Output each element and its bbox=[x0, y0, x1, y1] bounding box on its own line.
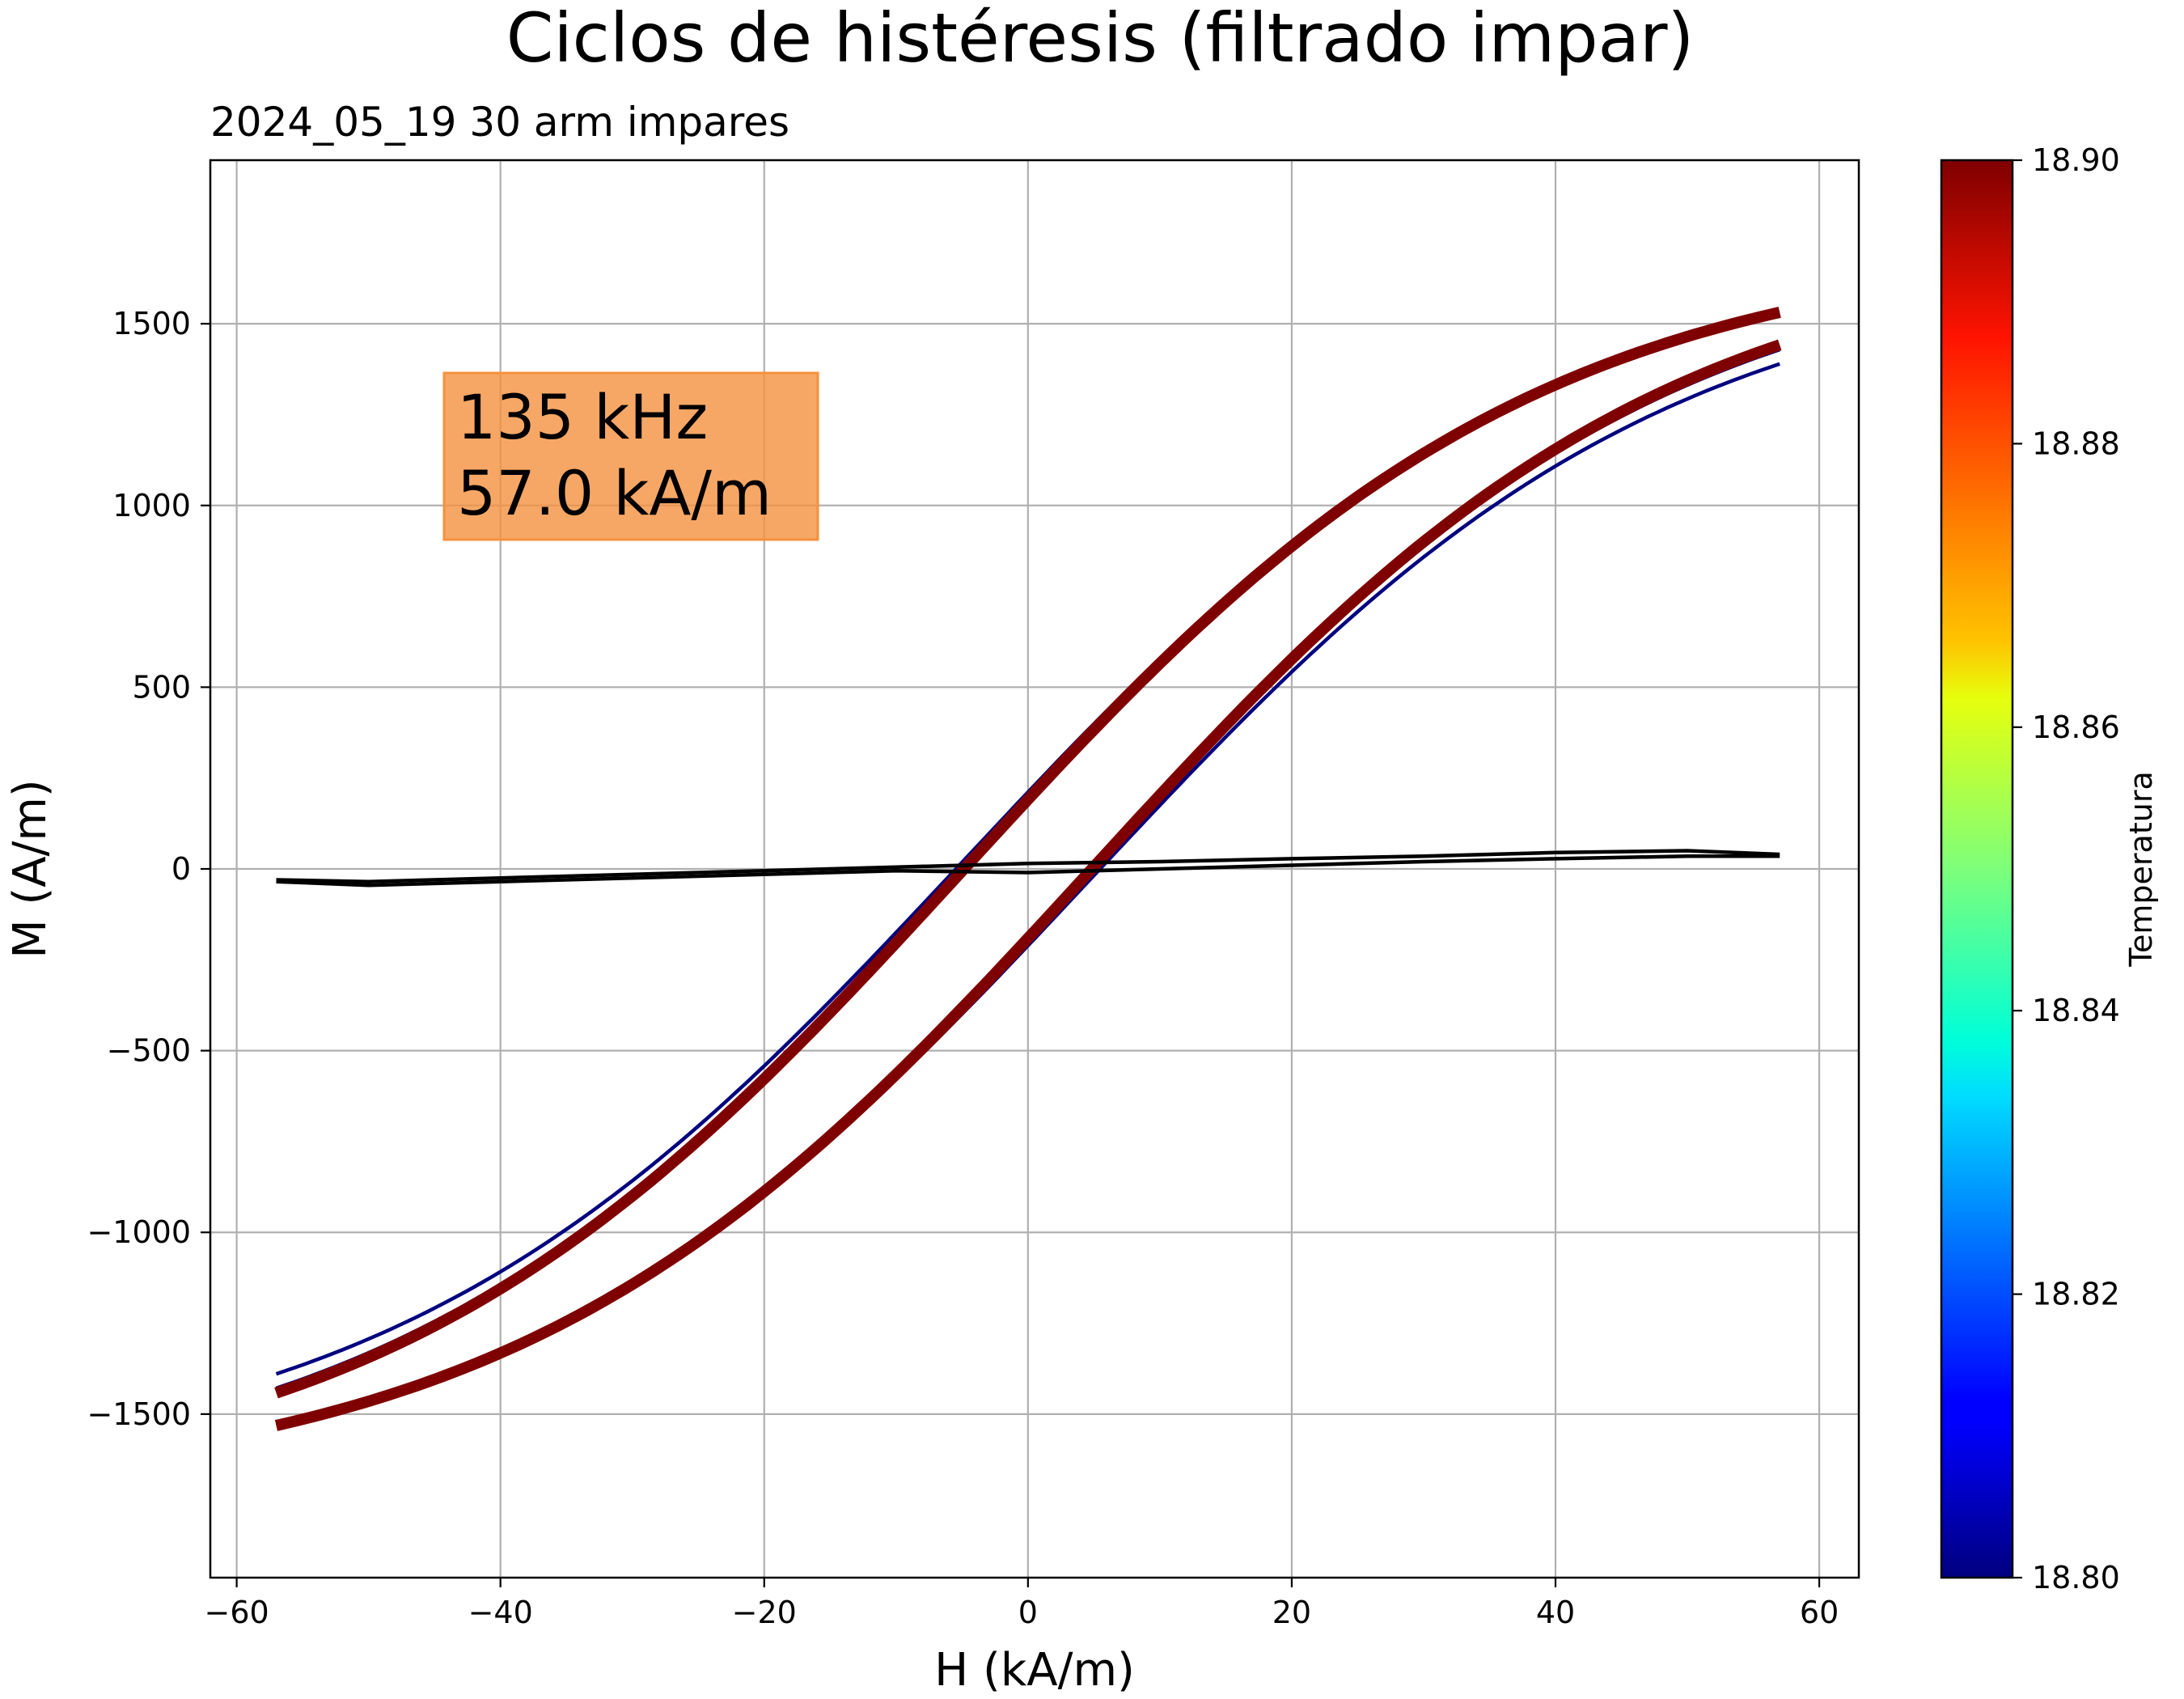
colorbar: 18.80 18.82 18.84 18.86 18.88 18.90 Temperatu… bbox=[1940, 142, 2159, 1595]
x-tick-label: −20 bbox=[732, 1595, 797, 1630]
colorbar-ticks: 18.80 18.82 18.84 18.86 18.88 18.90 bbox=[2013, 142, 2120, 1595]
x-tick-label: −60 bbox=[205, 1595, 269, 1630]
x-tick-label: 20 bbox=[1272, 1595, 1311, 1630]
colorbar-tick-label: 18.90 bbox=[2032, 142, 2120, 178]
x-tick-label: −40 bbox=[468, 1595, 533, 1630]
annotation-frequency: 135 kHz bbox=[457, 381, 708, 453]
annotation-field: 57.0 kA/m bbox=[457, 457, 772, 529]
colorbar-gradient bbox=[1940, 159, 2014, 1579]
x-tick-label: 60 bbox=[1800, 1595, 1839, 1630]
colorbar-tick-label: 18.86 bbox=[2032, 710, 2120, 745]
colorbar-tick-label: 18.88 bbox=[2032, 426, 2120, 461]
y-tick-label: −1500 bbox=[87, 1396, 191, 1432]
y-tick-label: −1000 bbox=[87, 1214, 191, 1250]
annotation-background bbox=[442, 371, 819, 541]
reference-loop-lower bbox=[276, 854, 1780, 888]
x-tick-label: 40 bbox=[1536, 1595, 1575, 1630]
loop-line-high-temp bbox=[274, 307, 1781, 1399]
colorbar-label: Temperatura bbox=[2123, 771, 2159, 967]
y-tick-label: 0 bbox=[171, 851, 191, 887]
y-tick-label: 1500 bbox=[112, 306, 191, 341]
colorbar-tick-label: 18.80 bbox=[2032, 1560, 2120, 1595]
chart-subtitle: 2024_05_19 30 arm impares bbox=[210, 99, 789, 146]
y-tick-label: 500 bbox=[132, 669, 191, 705]
colorbar-tick-label: 18.82 bbox=[2032, 1277, 2120, 1312]
plot-area: −60 −40 −20 0 20 40 60 −1500 −1000 −500 0 500 1000 15… bbox=[87, 159, 1860, 1630]
y-axis-label: M (A/m) bbox=[4, 779, 57, 959]
y-tick-label: 1000 bbox=[112, 488, 191, 523]
reference-loop-upper bbox=[276, 849, 1780, 883]
chart-title: Ciclos de histéresis (filtrado impar) bbox=[506, 0, 1695, 78]
series-layer bbox=[274, 307, 1782, 1431]
axis-ticks: −60 −40 −20 0 20 40 60 −1500 −1000 −500 0 500 1000 15… bbox=[87, 306, 1839, 1630]
colorbar-tick-label: 18.84 bbox=[2032, 993, 2120, 1028]
x-tick-label: 0 bbox=[1018, 1595, 1038, 1630]
x-axis-label: H (kA/m) bbox=[934, 1644, 1135, 1697]
annotation-box: 135 kHz 57.0 kA/m bbox=[442, 371, 819, 541]
loop-line-high-temp bbox=[274, 339, 1782, 1431]
y-tick-label: −500 bbox=[107, 1033, 191, 1069]
